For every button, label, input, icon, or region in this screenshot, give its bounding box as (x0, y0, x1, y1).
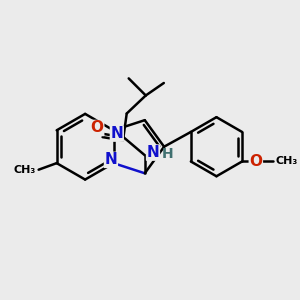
Text: H: H (162, 147, 173, 160)
Text: N: N (110, 126, 123, 141)
Text: N: N (104, 152, 117, 167)
Text: N: N (147, 145, 159, 160)
Text: O: O (91, 121, 104, 136)
Text: CH₃: CH₃ (14, 165, 36, 175)
Text: O: O (249, 154, 262, 169)
Text: CH₃: CH₃ (275, 157, 298, 166)
